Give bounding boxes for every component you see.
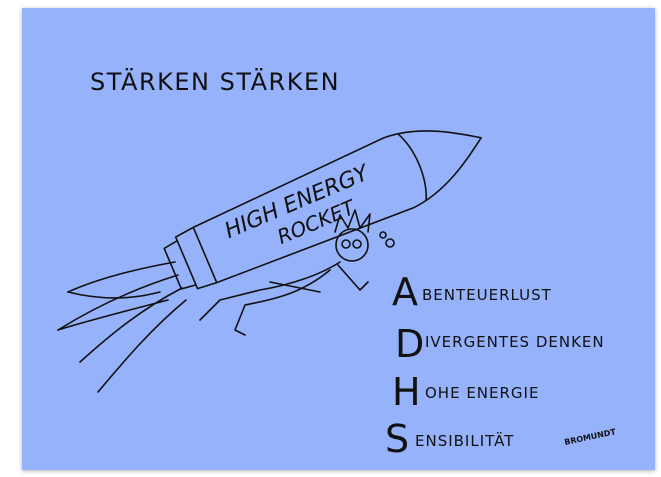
acronym-initial: S [385,417,409,461]
acronym-rest: OHE ENERGIE [425,384,539,402]
acronym-rest: IVERGENTES DENKEN [425,333,605,351]
illustration: STÄRKEN STÄRKEN HIGH ENERGY ROCKET A BEN… [0,0,661,477]
acronym-initial: H [392,370,421,414]
title: STÄRKEN STÄRKEN [90,67,340,96]
page: STÄRKEN STÄRKEN HIGH ENERGY ROCKET A BEN… [0,0,661,477]
acronym-initial: D [395,322,424,366]
acronym-initial: A [392,270,418,314]
acronym-rest: ENSIBILITÄT [415,431,514,450]
acronym-rest: BENTEUERLUST [422,286,552,304]
